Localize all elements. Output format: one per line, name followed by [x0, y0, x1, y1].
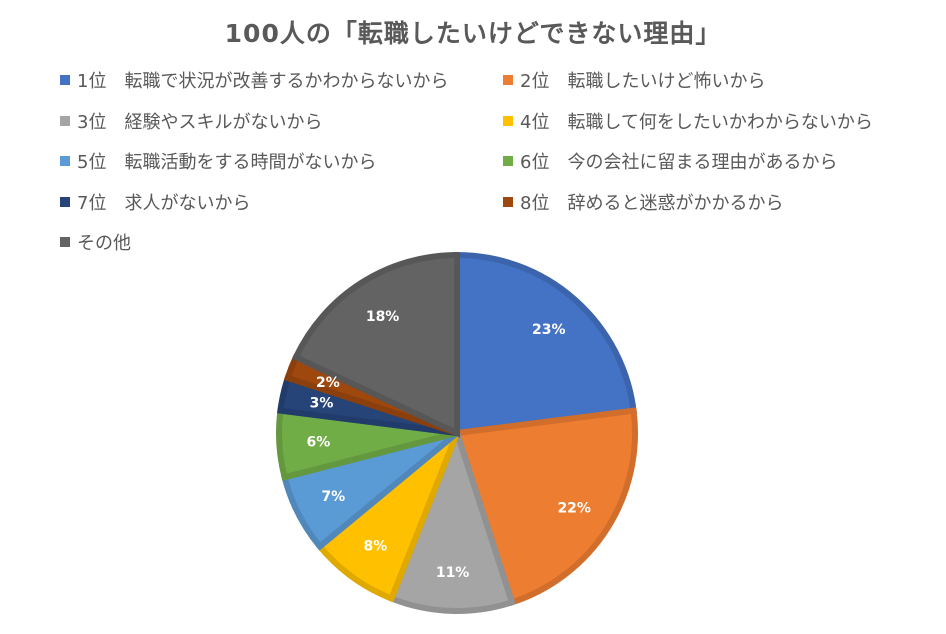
data-label: 6%: [307, 435, 331, 451]
legend-item: 6位 今の会社に留まる理由があるから: [503, 149, 837, 177]
legend-swatch: [503, 196, 513, 207]
legend-swatch: [503, 115, 513, 126]
legend-swatch: [60, 115, 70, 126]
legend-swatch: [60, 237, 70, 247]
legend-item: 5位 転職活動をする時間がないから: [60, 149, 376, 177]
data-label: 18%: [366, 309, 400, 325]
legend-label: 5位 転職活動をする時間がないから: [77, 152, 377, 173]
data-label: 8%: [364, 538, 388, 554]
chart-title: 100人の「転職したいけどできない理由」: [224, 19, 722, 48]
legend-item: 7位 求人がないから: [60, 190, 250, 218]
data-label: 7%: [321, 489, 345, 505]
legend-label: 2位 転職したいけど怖いから: [520, 71, 766, 92]
legend-item: 8位 辞めると迷惑がかかるから: [503, 190, 783, 218]
data-label: 23%: [532, 322, 566, 338]
legend-label: 3位 経験やスキルがないから: [77, 111, 323, 133]
legend-label: 4位 転職して何をしたいかわからないから: [520, 111, 873, 133]
legend-item: 1位 転職で状況が改善するかわからないから: [60, 68, 448, 96]
legend-label: 1位 転職で状況が改善するかわからないから: [77, 71, 449, 92]
legend-swatch: [503, 75, 513, 85]
legend-item: 4位 転職して何をしたいかわからないから: [503, 109, 873, 137]
legend-swatch: [60, 75, 70, 85]
data-label: 11%: [436, 565, 470, 581]
pie-slice: [454, 251, 637, 437]
pie-slice: [453, 407, 639, 607]
legend-label: 7位 求人がないから: [77, 192, 251, 214]
legend-item: 2位 転職したいけど怖いから: [503, 68, 765, 96]
data-label: 3%: [310, 396, 334, 412]
legend-swatch: [60, 196, 70, 207]
legend-label: 6位 今の会社に留まる理由があるから: [520, 152, 838, 173]
legend-label: 8位 辞めると迷惑がかかるから: [520, 192, 784, 214]
legend-swatch: [503, 156, 513, 166]
data-label: 22%: [557, 500, 591, 516]
data-label: 2%: [316, 375, 340, 391]
legend-label: その他: [77, 233, 131, 254]
pie-slice: [387, 424, 516, 614]
pie-slice: [291, 251, 460, 438]
legend-item: 3位 経験やスキルがないから: [60, 109, 322, 137]
legend-item: その他: [60, 230, 131, 258]
legend-swatch: [60, 156, 70, 166]
